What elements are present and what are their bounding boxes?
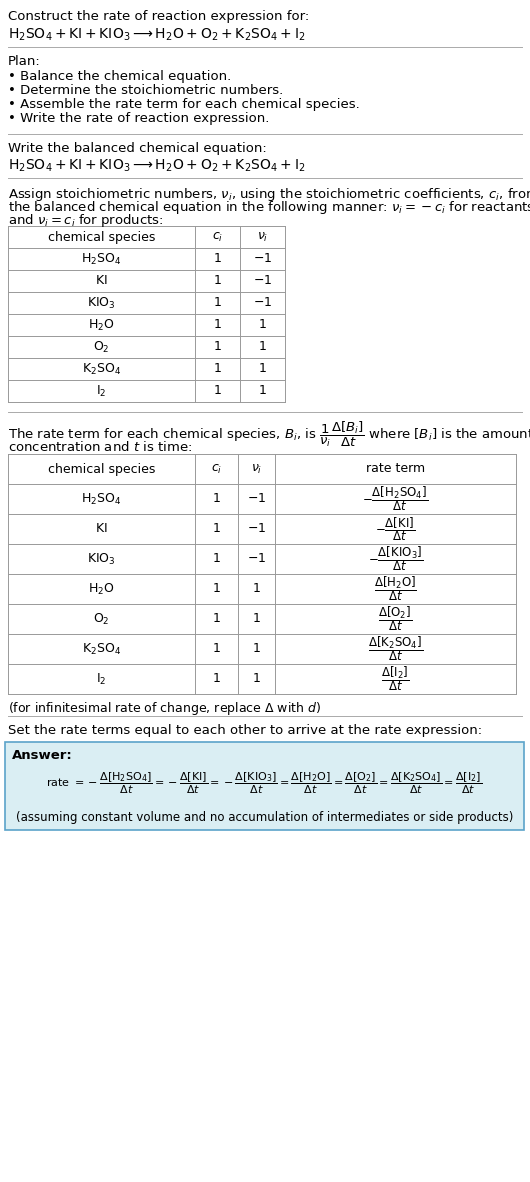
Text: $\mathrm{H_2O}$: $\mathrm{H_2O}$ <box>88 582 115 597</box>
Text: 1: 1 <box>213 583 220 596</box>
Text: 1: 1 <box>214 340 222 353</box>
Text: $c_i$: $c_i$ <box>212 230 223 243</box>
Text: 1: 1 <box>214 297 222 310</box>
Text: 1: 1 <box>214 384 222 397</box>
Text: 1: 1 <box>213 612 220 625</box>
Text: • Balance the chemical equation.: • Balance the chemical equation. <box>8 70 231 83</box>
Text: Assign stoichiometric numbers, $\nu_i$, using the stoichiometric coefficients, $: Assign stoichiometric numbers, $\nu_i$, … <box>8 186 530 203</box>
Text: $\mathrm{K_2SO_4}$: $\mathrm{K_2SO_4}$ <box>82 642 121 656</box>
Text: $\mathrm{H_2SO_4}$: $\mathrm{H_2SO_4}$ <box>81 252 122 267</box>
Text: 1: 1 <box>213 643 220 656</box>
Text: $\mathrm{H_2O}$: $\mathrm{H_2O}$ <box>88 318 115 332</box>
Text: $1$: $1$ <box>258 363 267 376</box>
Text: and $\nu_i = c_i$ for products:: and $\nu_i = c_i$ for products: <box>8 212 164 229</box>
Text: $\nu_i$: $\nu_i$ <box>251 462 262 475</box>
Text: $\nu_i$: $\nu_i$ <box>257 230 268 243</box>
Text: • Write the rate of reaction expression.: • Write the rate of reaction expression. <box>8 112 269 125</box>
Text: 1: 1 <box>213 673 220 686</box>
Text: $-1$: $-1$ <box>247 552 266 565</box>
Text: Answer:: Answer: <box>12 749 73 762</box>
Text: the balanced chemical equation in the following manner: $\nu_i = -c_i$ for react: the balanced chemical equation in the fo… <box>8 199 530 216</box>
Text: $\mathrm{I_2}$: $\mathrm{I_2}$ <box>96 671 107 687</box>
Bar <box>5 742 524 830</box>
Text: $-1$: $-1$ <box>247 493 266 506</box>
Text: $-1$: $-1$ <box>253 297 272 310</box>
Text: $\mathrm{KIO_3}$: $\mathrm{KIO_3}$ <box>87 552 116 566</box>
Text: Set the rate terms equal to each other to arrive at the rate expression:: Set the rate terms equal to each other t… <box>8 725 482 738</box>
Text: 1: 1 <box>214 253 222 266</box>
Text: 1: 1 <box>213 552 220 565</box>
Text: (for infinitesimal rate of change, replace Δ with $d$): (for infinitesimal rate of change, repla… <box>8 700 321 717</box>
Text: $\mathrm{O_2}$: $\mathrm{O_2}$ <box>93 339 110 355</box>
Text: 1: 1 <box>214 274 222 287</box>
Text: $\dfrac{\Delta[\mathrm{I_2}]}{\Delta t}$: $\dfrac{\Delta[\mathrm{I_2}]}{\Delta t}$ <box>381 664 410 694</box>
Text: $\dfrac{\Delta[\mathrm{K_2SO_4}]}{\Delta t}$: $\dfrac{\Delta[\mathrm{K_2SO_4}]}{\Delta… <box>368 635 423 663</box>
Text: • Assemble the rate term for each chemical species.: • Assemble the rate term for each chemic… <box>8 98 360 111</box>
Text: 1: 1 <box>214 318 222 331</box>
Text: • Determine the stoichiometric numbers.: • Determine the stoichiometric numbers. <box>8 84 283 97</box>
Text: $\mathrm{I_2}$: $\mathrm{I_2}$ <box>96 383 107 398</box>
Text: $\mathrm{K_2SO_4}$: $\mathrm{K_2SO_4}$ <box>82 362 121 377</box>
Text: $\dfrac{\Delta[\mathrm{O_2}]}{\Delta t}$: $\dfrac{\Delta[\mathrm{O_2}]}{\Delta t}$ <box>378 605 412 634</box>
Text: $-\dfrac{\Delta[\mathrm{KIO_3}]}{\Delta t}$: $-\dfrac{\Delta[\mathrm{KIO_3}]}{\Delta … <box>368 545 423 573</box>
Text: chemical species: chemical species <box>48 462 155 475</box>
Text: rate $= -\dfrac{\Delta[\mathrm{H_2SO_4}]}{\Delta t} = -\dfrac{\Delta[\mathrm{KI}: rate $= -\dfrac{\Delta[\mathrm{H_2SO_4}]… <box>46 771 483 797</box>
Text: $1$: $1$ <box>258 340 267 353</box>
Text: $\mathrm{H_2SO_4 + KI + KIO_3 \longrightarrow H_2O + O_2 + K_2SO_4 + I_2}$: $\mathrm{H_2SO_4 + KI + KIO_3 \longright… <box>8 27 305 44</box>
Text: Plan:: Plan: <box>8 56 41 69</box>
Text: $1$: $1$ <box>252 583 261 596</box>
Text: 1: 1 <box>213 522 220 535</box>
Text: concentration and $t$ is time:: concentration and $t$ is time: <box>8 440 192 454</box>
Text: $c_i$: $c_i$ <box>211 462 222 475</box>
Text: $1$: $1$ <box>258 384 267 397</box>
Text: $\mathrm{KIO_3}$: $\mathrm{KIO_3}$ <box>87 296 116 311</box>
Text: $\mathrm{O_2}$: $\mathrm{O_2}$ <box>93 611 110 626</box>
Text: $-1$: $-1$ <box>247 522 266 535</box>
Text: $-\dfrac{\Delta[\mathrm{H_2SO_4}]}{\Delta t}$: $-\dfrac{\Delta[\mathrm{H_2SO_4}]}{\Delt… <box>363 485 428 513</box>
Text: $\dfrac{\Delta[\mathrm{H_2O}]}{\Delta t}$: $\dfrac{\Delta[\mathrm{H_2O}]}{\Delta t}… <box>374 574 417 603</box>
Text: $\mathrm{H_2SO_4}$: $\mathrm{H_2SO_4}$ <box>81 492 122 507</box>
Text: $-1$: $-1$ <box>253 253 272 266</box>
Text: 1: 1 <box>214 363 222 376</box>
Text: The rate term for each chemical species, $B_i$, is $\dfrac{1}{\nu_i}\dfrac{\Delt: The rate term for each chemical species,… <box>8 420 530 449</box>
Text: 1: 1 <box>213 493 220 506</box>
Text: $1$: $1$ <box>252 612 261 625</box>
Text: $\mathrm{KI}$: $\mathrm{KI}$ <box>95 274 108 287</box>
Text: $-1$: $-1$ <box>253 274 272 287</box>
Text: rate term: rate term <box>366 462 425 475</box>
Text: $\mathrm{KI}$: $\mathrm{KI}$ <box>95 522 108 535</box>
Text: $1$: $1$ <box>258 318 267 331</box>
Text: chemical species: chemical species <box>48 230 155 243</box>
Text: $1$: $1$ <box>252 673 261 686</box>
Text: Construct the rate of reaction expression for:: Construct the rate of reaction expressio… <box>8 9 309 22</box>
Text: $1$: $1$ <box>252 643 261 656</box>
Text: $-\dfrac{\Delta[\mathrm{KI}]}{\Delta t}$: $-\dfrac{\Delta[\mathrm{KI}]}{\Delta t}$ <box>375 515 416 543</box>
Text: Write the balanced chemical equation:: Write the balanced chemical equation: <box>8 142 267 155</box>
Text: $\mathrm{H_2SO_4 + KI + KIO_3 \longrightarrow H_2O + O_2 + K_2SO_4 + I_2}$: $\mathrm{H_2SO_4 + KI + KIO_3 \longright… <box>8 158 305 175</box>
Text: (assuming constant volume and no accumulation of intermediates or side products): (assuming constant volume and no accumul… <box>16 811 513 824</box>
